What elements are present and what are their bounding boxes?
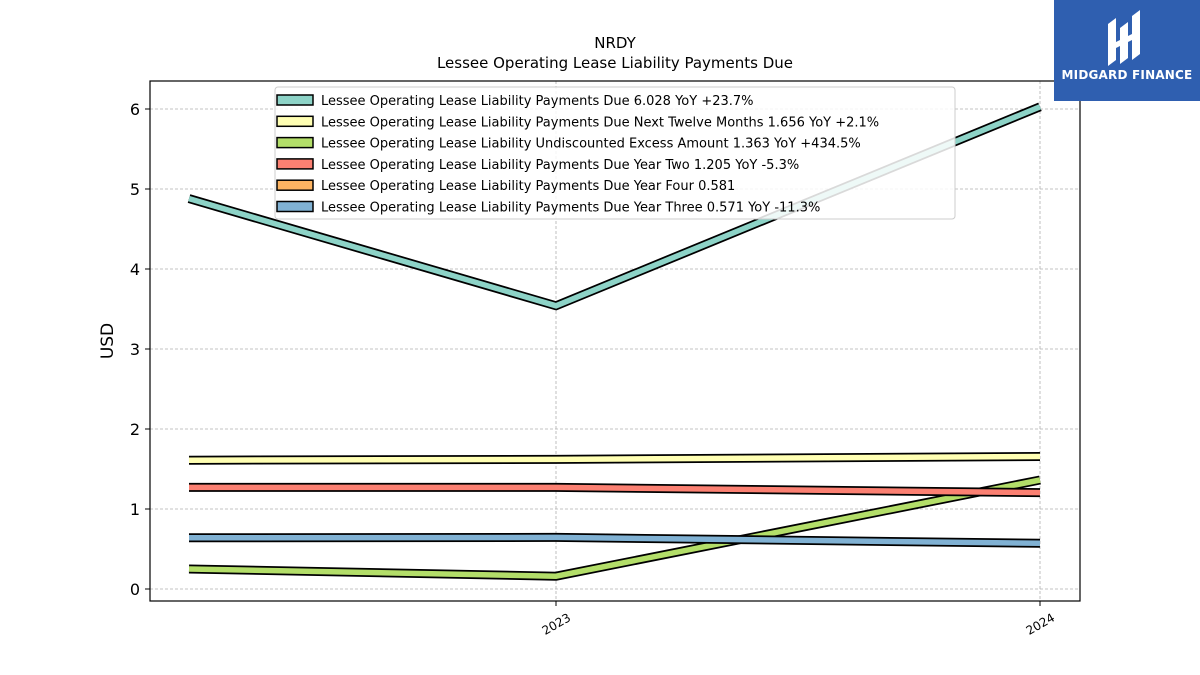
- legend-swatch: [276, 179, 314, 191]
- y-tick-label: 2: [130, 420, 140, 439]
- brand-logo-icon: [1108, 10, 1140, 66]
- legend-swatch: [276, 136, 314, 149]
- legend-box: [274, 86, 956, 220]
- y-tick-label: 1: [130, 500, 140, 519]
- legend-label: Lessee Operating Lease Liability Payment…: [321, 179, 735, 194]
- legend-label: Lessee Operating Lease Liability Payment…: [321, 158, 799, 173]
- legend-label: Lessee Operating Lease Liability Payment…: [321, 201, 820, 216]
- chart-subtitle: Lessee Operating Lease Liability Payment…: [437, 54, 793, 72]
- y-axis-label: USD: [98, 323, 118, 359]
- plot-frame: [149, 80, 1081, 602]
- legend: Lessee Operating Lease Liability Payment…: [274, 86, 956, 220]
- legend-label: Lessee Operating Lease Liability Payment…: [321, 94, 754, 109]
- legend-swatch: [276, 200, 314, 213]
- brand-name: MIDGARD FINANCE: [1061, 68, 1193, 82]
- legend-swatch: [276, 94, 314, 106]
- y-tick-label: 3: [130, 340, 140, 359]
- y-tick-label: 5: [130, 180, 140, 199]
- x-tick-label: 2023: [540, 610, 573, 637]
- x-tick-label: 2024: [1024, 610, 1057, 637]
- brand-logo: MIDGARD FINANCE: [1054, 0, 1200, 101]
- y-tick-label: 4: [130, 260, 140, 279]
- series-line: [188, 453, 1041, 463]
- legend-swatch: [276, 115, 314, 128]
- series-line: [188, 477, 1041, 579]
- chart-title: NRDY: [594, 34, 636, 52]
- y-tick-label: 6: [130, 100, 140, 119]
- series-line: [189, 484, 1041, 496]
- legend-swatch: [276, 158, 314, 170]
- legend-label: Lessee Operating Lease Liability Undisco…: [321, 137, 861, 152]
- series-line: [188, 534, 1041, 547]
- y-tick-label: 0: [130, 580, 140, 599]
- legend-label: Lessee Operating Lease Liability Payment…: [321, 115, 879, 130]
